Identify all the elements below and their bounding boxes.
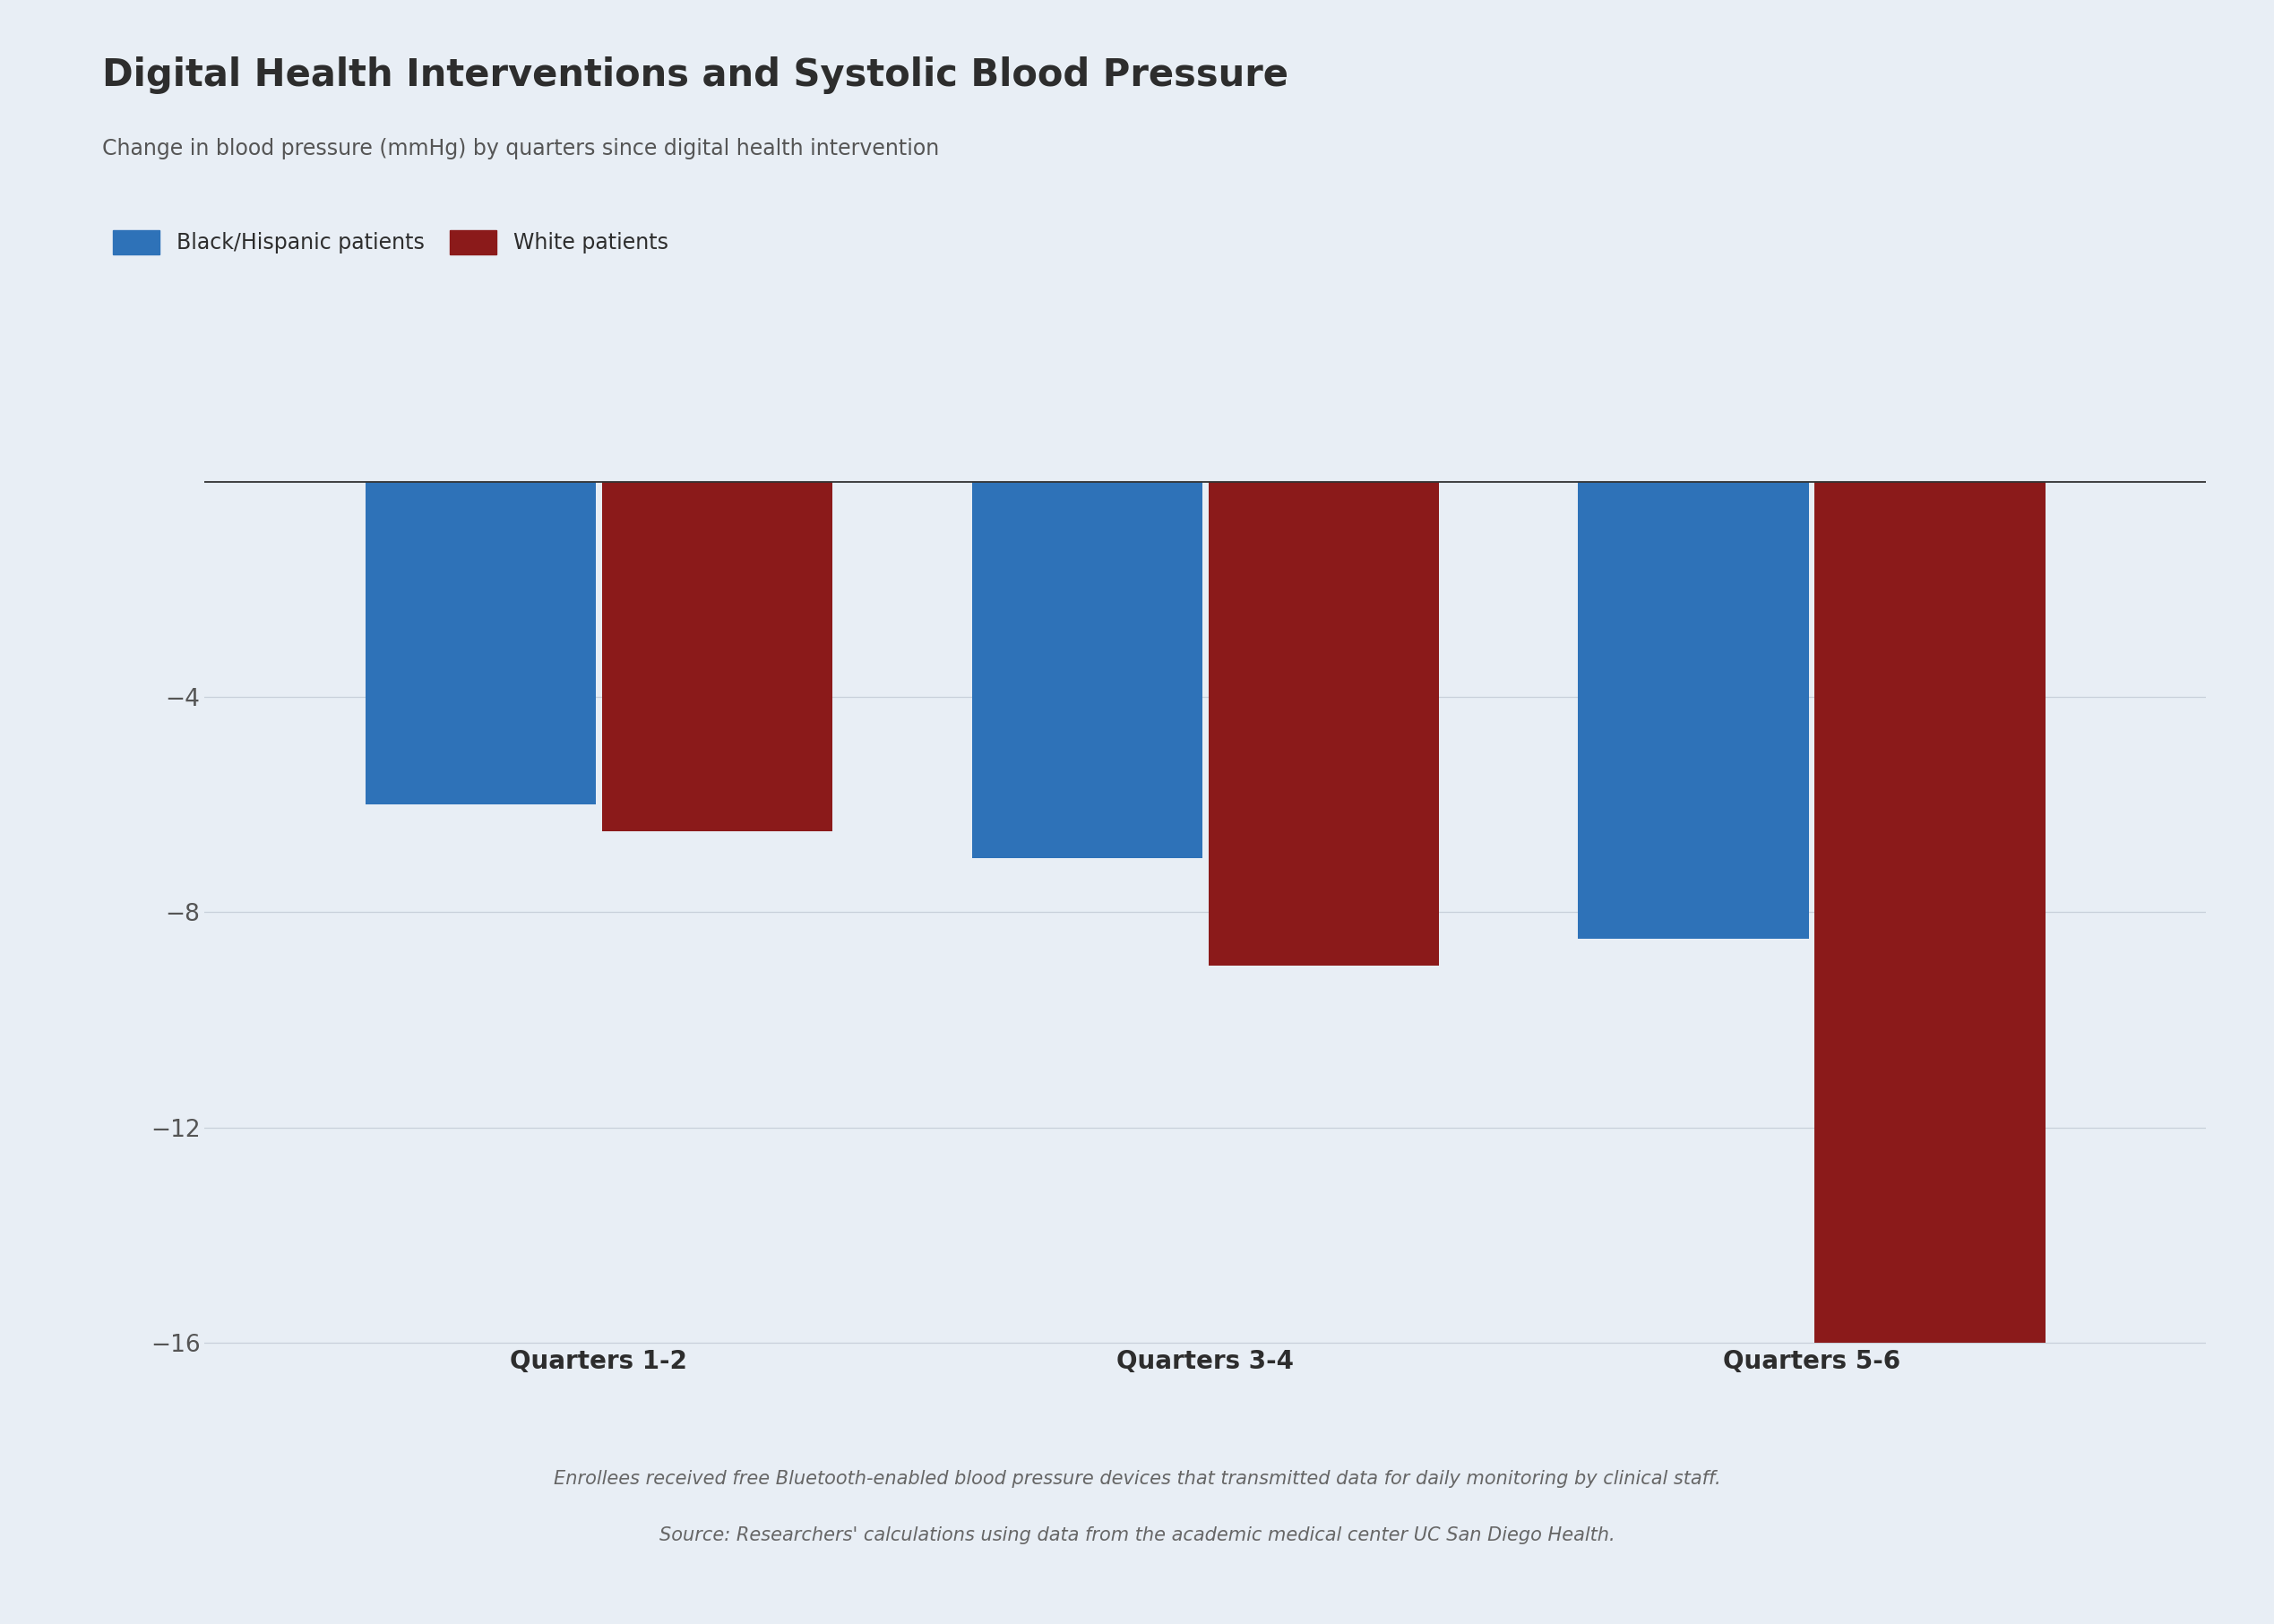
Text: Quarters 3-4: Quarters 3-4: [1117, 1350, 1294, 1374]
Text: Quarters 5-6: Quarters 5-6: [1724, 1350, 1901, 1374]
Text: Digital Health Interventions and Systolic Blood Pressure: Digital Health Interventions and Systoli…: [102, 57, 1289, 94]
Bar: [971, 482, 1203, 859]
Bar: [1578, 482, 1808, 939]
Bar: [1815, 482, 2044, 1343]
Text: Quarters 1-2: Quarters 1-2: [509, 1350, 687, 1374]
Bar: [603, 482, 832, 831]
Bar: [1207, 482, 1439, 966]
Text: Enrollees received free Bluetooth-enabled blood pressure devices that transmitte: Enrollees received free Bluetooth-enable…: [553, 1470, 1721, 1488]
Bar: [366, 482, 596, 804]
Text: Change in blood pressure (mmHg) by quarters since digital health intervention: Change in blood pressure (mmHg) by quart…: [102, 138, 939, 159]
Text: Source: Researchers' calculations using data from the academic medical center UC: Source: Researchers' calculations using …: [659, 1527, 1615, 1544]
Legend: Black/Hispanic patients, White patients: Black/Hispanic patients, White patients: [114, 231, 669, 255]
